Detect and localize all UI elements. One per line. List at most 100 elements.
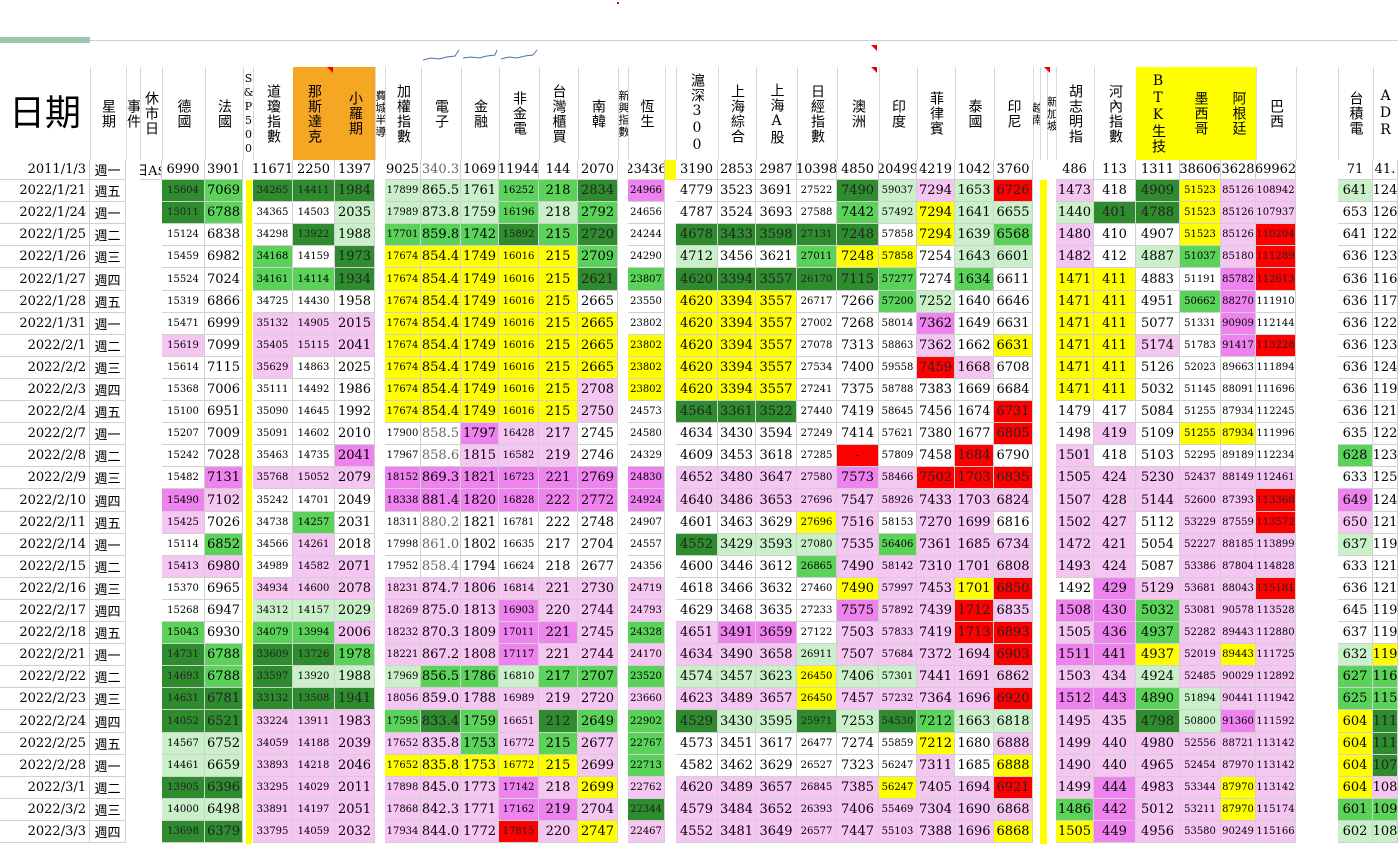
- cell-otc[interactable]: 218: [539, 777, 578, 799]
- cell-ar[interactable]: 90909: [1221, 313, 1256, 335]
- cell-fr[interactable]: 6788: [205, 666, 243, 688]
- cell-hs300[interactable]: 4582: [676, 755, 718, 777]
- cell-id[interactable]: 6601: [994, 246, 1033, 268]
- cell-adr[interactable]: 119: [1373, 534, 1398, 556]
- cell-tsmc[interactable]: 636: [1338, 246, 1373, 268]
- cell-hcm[interactable]: 1471: [1056, 268, 1094, 291]
- cell-btk[interactable]: 4983: [1136, 777, 1180, 799]
- cell-au[interactable]: 7385: [837, 777, 879, 799]
- cell-tsmc[interactable]: 636: [1338, 401, 1373, 423]
- cell-dow[interactable]: 34265: [253, 180, 293, 202]
- cell-sha[interactable]: 3649: [756, 821, 797, 843]
- cell-date[interactable]: 2022/2/9: [0, 467, 90, 489]
- cell-br[interactable]: 113142: [1256, 733, 1296, 755]
- cell-fr[interactable]: 6498: [205, 799, 243, 821]
- cell-dow[interactable]: 34738: [253, 512, 293, 534]
- cell-br[interactable]: 115174: [1256, 799, 1296, 821]
- cell-ar[interactable]: 90578: [1221, 600, 1256, 622]
- cell-hcm[interactable]: 1498: [1056, 423, 1094, 445]
- cell-date[interactable]: 2022/3/1: [0, 777, 90, 799]
- cell-nonfin[interactable]: 16772: [499, 755, 539, 777]
- cell-ph[interactable]: 7502: [917, 467, 955, 489]
- cell-date[interactable]: 2022/2/14: [0, 534, 90, 556]
- cell-adr[interactable]: 117: [1373, 291, 1398, 313]
- column-header-blank[interactable]: [1296, 67, 1339, 160]
- cell-tsmc[interactable]: 636: [1338, 268, 1373, 291]
- cell-elec[interactable]: 854.4: [421, 401, 461, 423]
- cell-adr[interactable]: 108: [1373, 821, 1398, 843]
- cell-fin[interactable]: 1821: [461, 512, 499, 534]
- cell-hsi[interactable]: 22902: [628, 710, 665, 733]
- cell-fr[interactable]: 6379: [205, 821, 243, 843]
- cell-dow[interactable]: 35091: [253, 423, 293, 445]
- cell-dow[interactable]: 35768: [253, 467, 293, 489]
- cell-elec[interactable]: 854.4: [421, 379, 461, 401]
- cell-in[interactable]: 57232: [879, 688, 917, 710]
- cell-hn[interactable]: 418: [1094, 445, 1136, 467]
- column-header-btk[interactable]: BTK生技: [1136, 67, 1181, 160]
- cell-br[interactable]: 115181: [1256, 578, 1296, 600]
- cell-btk[interactable]: 4937: [1136, 644, 1180, 666]
- cell-nas[interactable]: 14735: [293, 445, 335, 467]
- cell-de[interactable]: 15413: [162, 556, 205, 578]
- cell-weekday[interactable]: 週四: [90, 600, 126, 622]
- cell-nas[interactable]: 14701: [293, 489, 335, 512]
- cell-in[interactable]: 57301: [879, 666, 917, 688]
- cell-shcomp[interactable]: 3491: [718, 622, 756, 644]
- cell-ph[interactable]: 7388: [917, 821, 955, 843]
- cell-hs300[interactable]: 4573: [676, 733, 718, 755]
- cell-hcm[interactable]: 1505: [1056, 467, 1094, 489]
- cell-ph[interactable]: 7380: [917, 423, 955, 445]
- cell-shcomp[interactable]: 3361: [718, 401, 756, 423]
- cell-kr[interactable]: 2649: [578, 710, 618, 733]
- cell-fr[interactable]: 6999: [205, 313, 243, 335]
- cell-fin[interactable]: 1759: [461, 202, 499, 224]
- column-header-event[interactable]: 事件: [126, 67, 141, 160]
- cell-au[interactable]: 7406: [837, 666, 879, 688]
- cell-br[interactable]: 113528: [1256, 600, 1296, 622]
- cell-fr[interactable]: 7102: [205, 489, 243, 512]
- cell-hs300[interactable]: 4629: [676, 600, 718, 622]
- cell-sox[interactable]: 2015: [335, 313, 375, 335]
- cell-btk[interactable]: 5087: [1136, 556, 1180, 578]
- cell-twse[interactable]: 17701: [385, 224, 421, 246]
- cell-th[interactable]: 1696: [955, 821, 994, 843]
- cell-elec[interactable]: 861.0: [421, 534, 461, 556]
- cell-btk[interactable]: 5109: [1136, 423, 1180, 445]
- cell-adr[interactable]: 41.: [1373, 160, 1398, 180]
- cell-th[interactable]: 1634: [955, 268, 994, 291]
- cell-de[interactable]: 15619: [162, 335, 205, 357]
- cell-sha[interactable]: 3617: [756, 733, 797, 755]
- cell-weekday[interactable]: 週一: [90, 644, 126, 666]
- cell-sha[interactable]: 3557: [756, 268, 797, 291]
- cell-otc[interactable]: 212: [539, 710, 578, 733]
- cell-twse[interactable]: 17899: [385, 180, 421, 202]
- cell-hcm[interactable]: 1471: [1056, 379, 1094, 401]
- cell-fr[interactable]: 6788: [205, 644, 243, 666]
- cell-au[interactable]: 7490: [837, 578, 879, 600]
- cell-twse[interactable]: 18269: [385, 600, 421, 622]
- column-header-sox[interactable]: 小羅期: [335, 67, 376, 160]
- cell-hsi[interactable]: 22713: [628, 755, 665, 777]
- cell-au[interactable]: 4850: [837, 160, 879, 180]
- cell-kr[interactable]: 2744: [578, 600, 618, 622]
- cell-nikkei[interactable]: 26450: [797, 666, 837, 688]
- cell-sox[interactable]: 2018: [335, 534, 375, 556]
- cell-fin[interactable]: 1786: [461, 666, 499, 688]
- cell-twse[interactable]: 18231: [385, 578, 421, 600]
- cell-kr[interactable]: 2704: [578, 799, 618, 821]
- cell-ph[interactable]: 7310: [917, 556, 955, 578]
- column-header-tsmc[interactable]: 台積電: [1338, 67, 1374, 160]
- cell-id[interactable]: 6920: [994, 688, 1033, 710]
- cell-hsi[interactable]: 23802: [628, 379, 665, 401]
- cell-fin[interactable]: 1772: [461, 821, 499, 843]
- cell-au[interactable]: 7414: [837, 423, 879, 445]
- cell-hs300[interactable]: 4620: [676, 313, 718, 335]
- cell-br[interactable]: 112613: [1256, 268, 1296, 291]
- cell-in[interactable]: 56247: [879, 777, 917, 799]
- cell-sox[interactable]: 2031: [335, 512, 375, 534]
- cell-nonfin[interactable]: 16828: [499, 489, 539, 512]
- cell-elec[interactable]: 854.4: [421, 291, 461, 313]
- cell-twse[interactable]: 9025: [385, 160, 421, 180]
- cell-de[interactable]: 15482: [162, 467, 205, 489]
